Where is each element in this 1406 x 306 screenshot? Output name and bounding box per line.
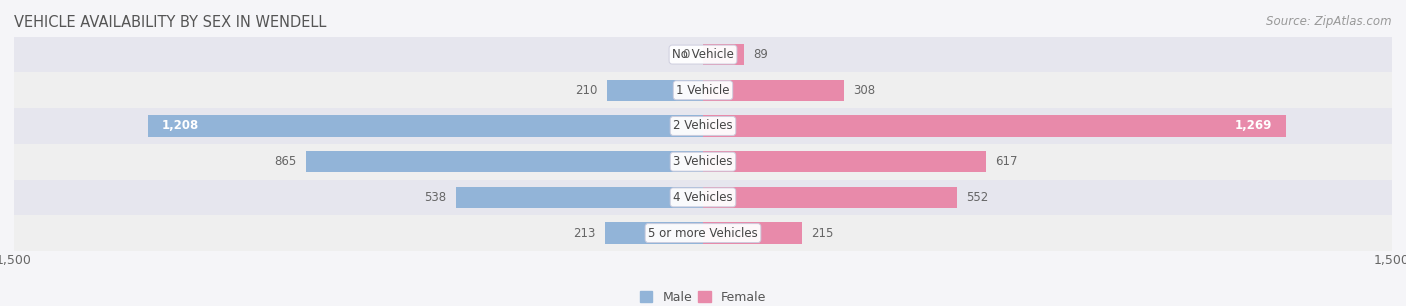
Text: 552: 552 (966, 191, 988, 204)
Bar (703, 44, 744, 65)
Text: 865: 865 (274, 155, 297, 168)
Text: 1 Vehicle: 1 Vehicle (676, 84, 730, 97)
Bar (703, 187, 956, 208)
Bar (148, 115, 703, 137)
Bar (14, 144, 1392, 180)
Bar (605, 222, 703, 244)
Text: 1,208: 1,208 (162, 119, 200, 132)
Bar (703, 115, 1286, 137)
Text: VEHICLE AVAILABILITY BY SEX IN WENDELL: VEHICLE AVAILABILITY BY SEX IN WENDELL (14, 15, 326, 30)
Text: 308: 308 (853, 84, 876, 97)
Bar (703, 222, 801, 244)
Bar (703, 151, 987, 172)
Bar (14, 108, 1392, 144)
Text: 4 Vehicles: 4 Vehicles (673, 191, 733, 204)
Bar (14, 73, 1392, 108)
Text: 215: 215 (811, 226, 834, 240)
Bar (305, 151, 703, 172)
Text: Source: ZipAtlas.com: Source: ZipAtlas.com (1267, 15, 1392, 28)
Bar (456, 187, 703, 208)
Bar (606, 80, 703, 101)
Bar (14, 37, 1392, 73)
Text: 617: 617 (995, 155, 1018, 168)
Bar (703, 80, 845, 101)
Text: 1,269: 1,269 (1234, 119, 1272, 132)
Legend: Male, Female: Male, Female (636, 286, 770, 306)
Text: 210: 210 (575, 84, 598, 97)
Bar (14, 180, 1392, 215)
Text: 5 or more Vehicles: 5 or more Vehicles (648, 226, 758, 240)
Text: 89: 89 (754, 48, 768, 61)
Text: 0: 0 (682, 48, 689, 61)
Text: 213: 213 (574, 226, 596, 240)
Bar (14, 215, 1392, 251)
Text: No Vehicle: No Vehicle (672, 48, 734, 61)
Text: 3 Vehicles: 3 Vehicles (673, 155, 733, 168)
Text: 2 Vehicles: 2 Vehicles (673, 119, 733, 132)
Text: 538: 538 (425, 191, 447, 204)
